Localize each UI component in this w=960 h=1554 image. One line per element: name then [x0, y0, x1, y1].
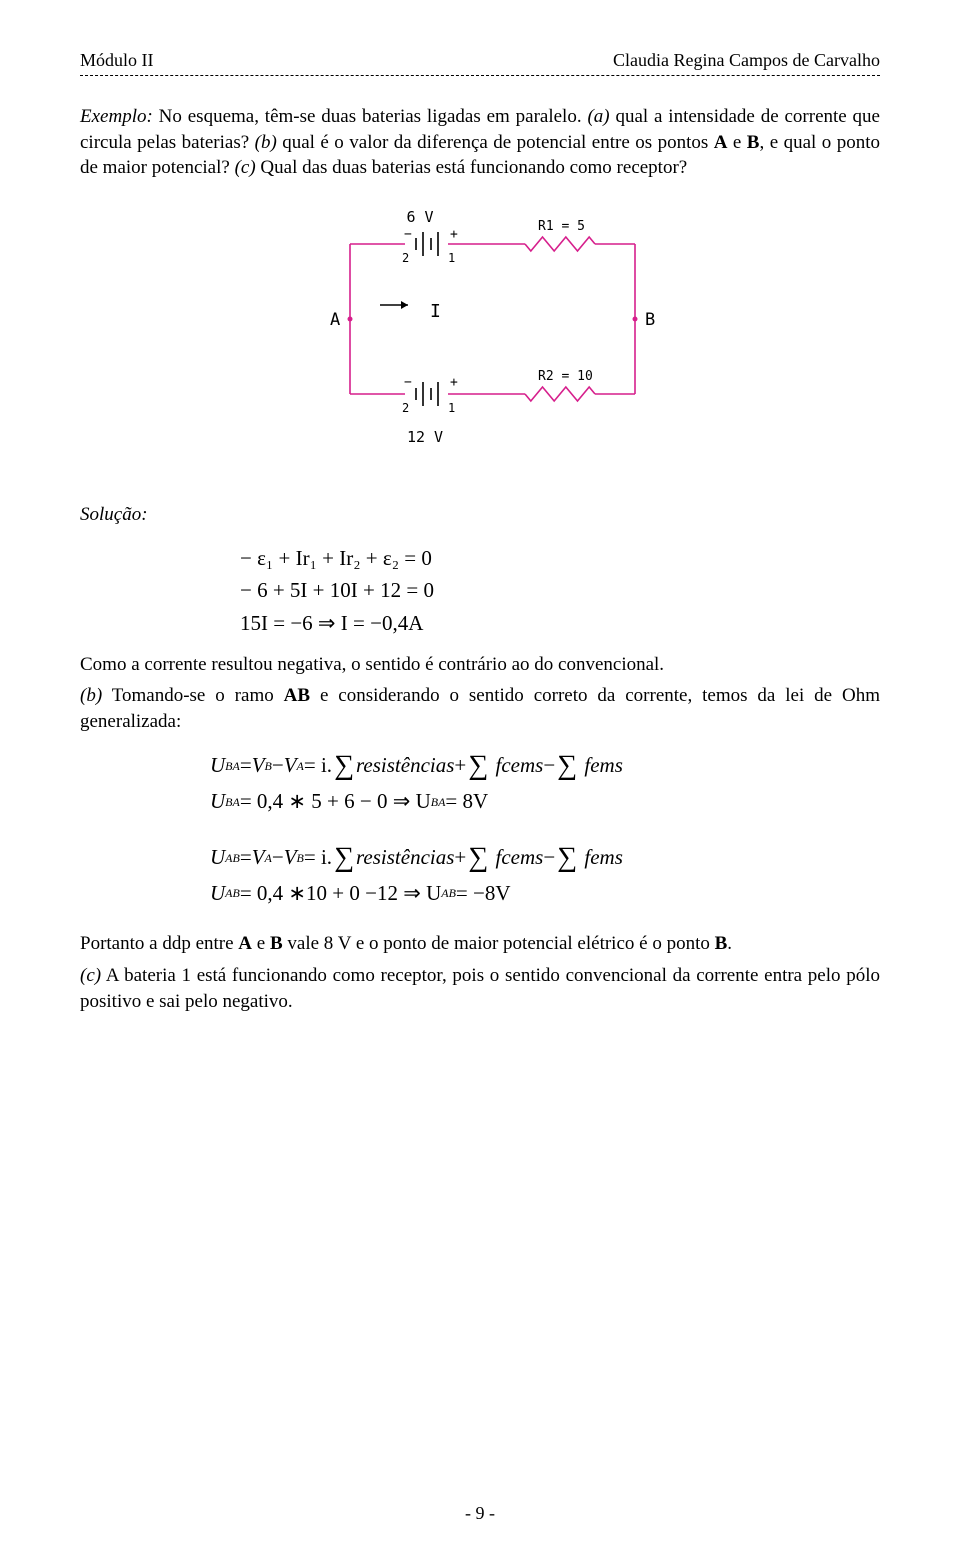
svg-text:12 V: 12 V	[407, 428, 443, 446]
eq2-line2: UBA = 0,4 ∗ 5 + 6 − 0 ⇒ UBA = 8V	[210, 784, 880, 820]
post-eq-text: Como a corrente resultou negativa, o sen…	[80, 652, 880, 678]
svg-text:2: 2	[402, 251, 409, 265]
svg-text:+: +	[450, 375, 458, 390]
svg-text:B: B	[645, 310, 655, 330]
sigma-icon: ∑	[557, 844, 577, 872]
header-divider	[80, 75, 880, 76]
svg-text:R1 = 5: R1 = 5	[538, 219, 585, 234]
sigma-icon: ∑	[334, 844, 354, 872]
equation-block-1: − ε₁ + Ir₁ + Ir₂ + ε₂ = 0 − 6 + 5I + 10I…	[240, 542, 880, 640]
svg-text:R2 = 10: R2 = 10	[538, 369, 593, 384]
equation-block-3: UAB = VA − VB = i. ∑ resistências + ∑ fc…	[210, 840, 880, 911]
solution-label: Solução:	[80, 504, 148, 526]
header-left: Módulo II	[80, 50, 154, 71]
sigma-icon: ∑	[468, 752, 488, 780]
exemplo-lead: Exemplo:	[80, 106, 153, 127]
eq2-line1: UBA = VB − VA = i. ∑ resistências + ∑ fc…	[210, 748, 880, 784]
sigma-icon: ∑	[557, 752, 577, 780]
svg-text:1: 1	[448, 401, 455, 415]
svg-text:1: 1	[448, 251, 455, 265]
circuit-diagram: 6 V−+21R1 = 5ABI−+21R2 = 1012 V	[80, 199, 880, 494]
svg-text:6 V: 6 V	[406, 208, 433, 226]
svg-text:+: +	[450, 227, 458, 242]
header-right: Claudia Regina Campos de Carvalho	[613, 50, 880, 71]
sigma-icon: ∑	[468, 844, 488, 872]
svg-text:2: 2	[402, 401, 409, 415]
conclusion-b: Portanto a ddp entre A e B vale 8 V e o …	[80, 931, 880, 957]
eq3-line2: UAB = 0,4 ∗10 + 0 −12 ⇒ UAB = −8V	[210, 876, 880, 912]
conclusion-c: (c) A bateria 1 está funcionando como re…	[80, 963, 880, 1014]
svg-text:I: I	[430, 301, 441, 322]
equation-block-2: UBA = VB − VA = i. ∑ resistências + ∑ fc…	[210, 748, 880, 819]
eq1-line1: − ε₁ + Ir₁ + Ir₂ + ε₂ = 0	[240, 542, 880, 575]
svg-text:A: A	[330, 310, 340, 330]
svg-text:−: −	[404, 375, 412, 390]
eq1-line2: − 6 + 5I + 10I + 12 = 0	[240, 574, 880, 607]
part-b-intro: (b) Tomando-se o ramo AB e considerando …	[80, 683, 880, 734]
page-number: - 9 -	[0, 1503, 960, 1524]
eq3-line1: UAB = VA − VB = i. ∑ resistências + ∑ fc…	[210, 840, 880, 876]
eq1-line3: 15I = −6 ⇒ I = −0,4A	[240, 607, 880, 640]
exemplo-paragraph: Exemplo: No esquema, têm-se duas bateria…	[80, 104, 880, 181]
sigma-icon: ∑	[334, 752, 354, 780]
svg-text:−: −	[404, 227, 412, 242]
circuit-svg: 6 V−+21R1 = 5ABI−+21R2 = 1012 V	[280, 199, 680, 489]
